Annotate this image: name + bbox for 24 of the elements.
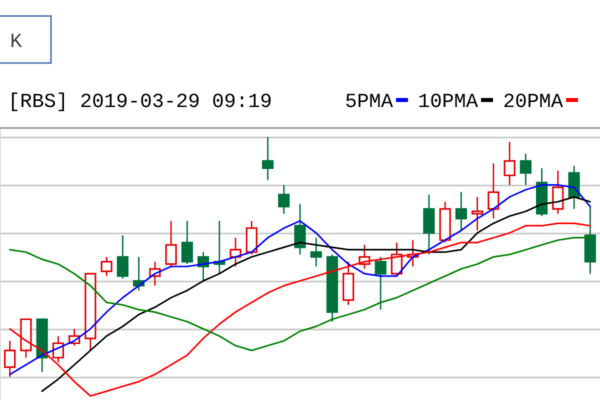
chart-title: [RBS] 2019-03-29 09:19	[8, 91, 272, 114]
candlestick	[262, 136, 274, 181]
candlestick	[181, 220, 193, 265]
candlestick	[4, 340, 16, 378]
candlestick	[246, 220, 258, 256]
candlestick	[520, 153, 532, 186]
candlestick	[278, 184, 290, 214]
legend-label: 10PMA	[418, 91, 478, 114]
candlestick	[504, 141, 516, 186]
candlestick	[488, 162, 500, 220]
candlestick	[455, 191, 467, 232]
candlestick	[472, 196, 484, 232]
candlestick	[310, 237, 322, 268]
legend-label: 20PMA	[503, 91, 564, 114]
text: K	[10, 31, 22, 54]
candlestick	[165, 220, 177, 268]
candlestick	[374, 256, 386, 310]
candlestick	[552, 170, 564, 214]
candlestick	[294, 203, 306, 256]
candlestick	[423, 194, 435, 256]
legend-label: 5PMA	[345, 91, 394, 114]
candlestick	[100, 256, 112, 277]
candlestick	[116, 234, 128, 280]
candlestick	[568, 165, 580, 210]
